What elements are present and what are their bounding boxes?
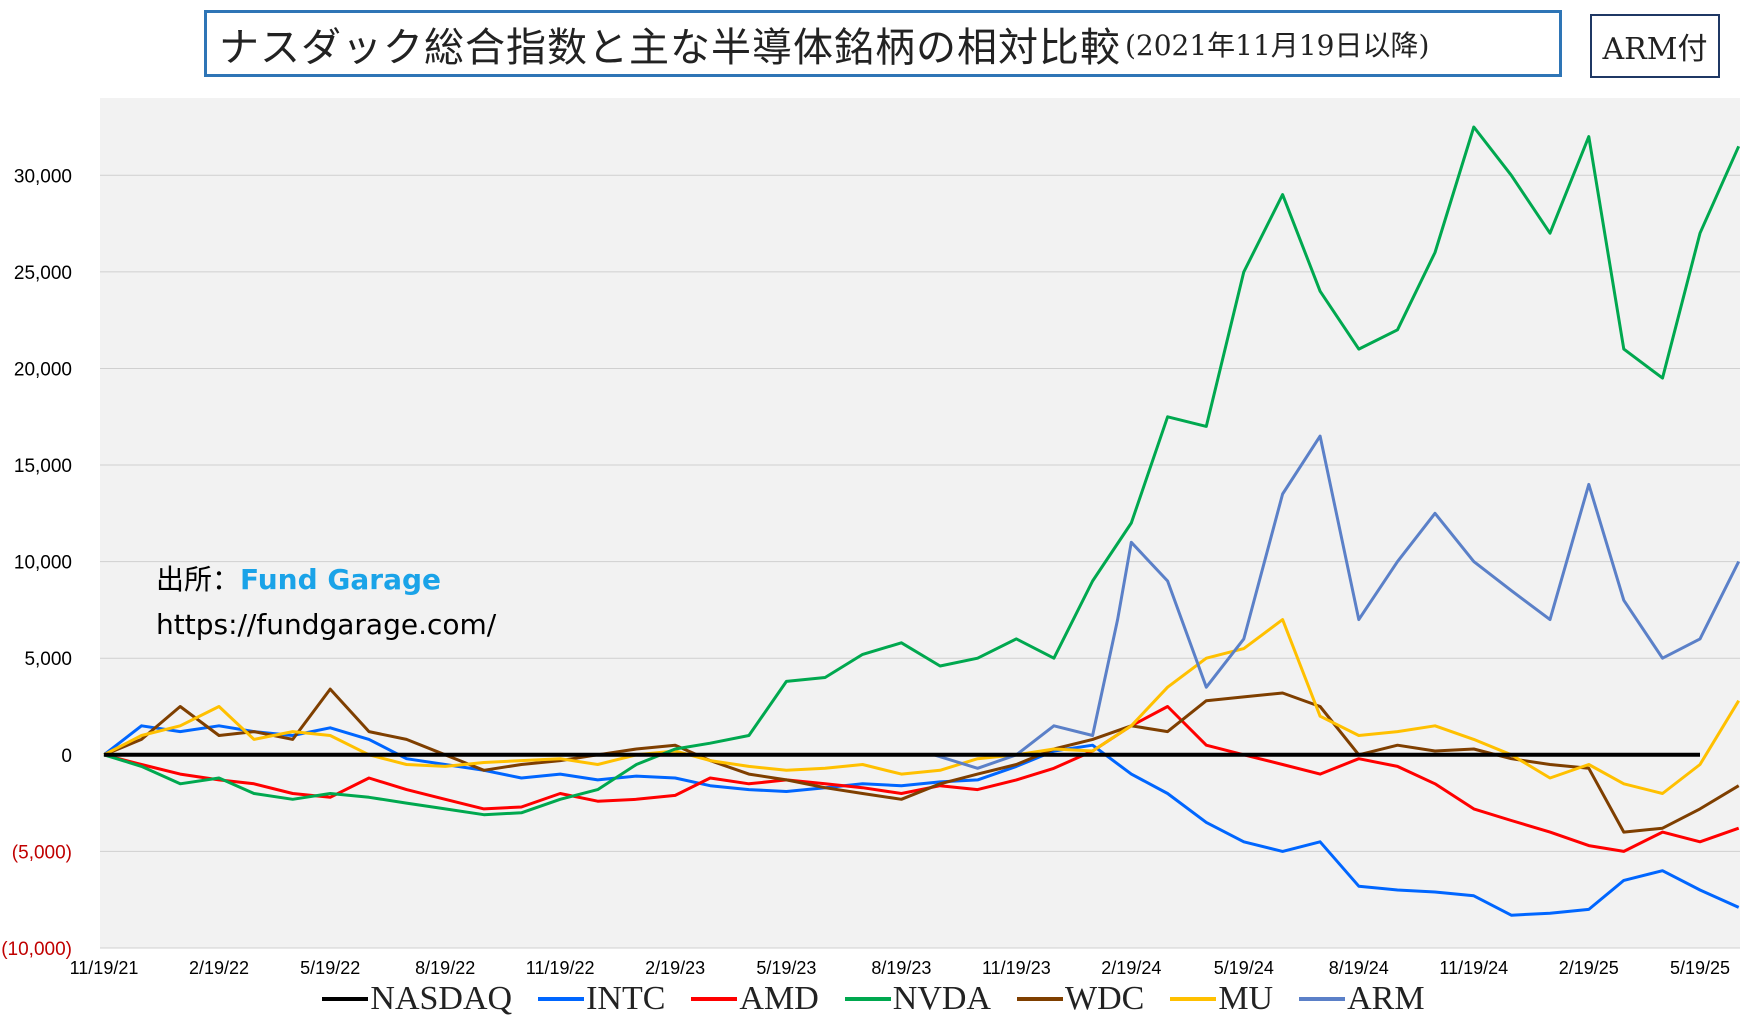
legend-item-amd: AMD xyxy=(691,980,819,1018)
x-tick-label: 2/19/23 xyxy=(645,958,705,978)
y-tick-label: 5,000 xyxy=(24,649,72,670)
legend-label: AMD xyxy=(739,980,819,1017)
legend-swatch xyxy=(1170,997,1217,1001)
x-tick-label: 2/19/24 xyxy=(1101,958,1161,978)
legend-swatch xyxy=(1016,997,1063,1001)
y-tick-label: 20,000 xyxy=(14,359,72,380)
y-tick-label: 25,000 xyxy=(14,263,72,284)
y-tick-label: (5,000) xyxy=(12,842,72,863)
x-tick-label: 2/19/25 xyxy=(1559,958,1619,978)
legend-swatch xyxy=(691,997,738,1001)
x-axis-ticks: 11/19/21 2/19/22 5/19/22 8/19/22 11/19/22 2/1… xyxy=(70,958,1730,978)
chart-title-main: ナスダック総合指数と主な半導体銘柄の相対比較 xyxy=(219,24,1121,71)
series-line-amd xyxy=(103,705,1740,853)
y-tick-label: 15,000 xyxy=(14,456,72,477)
series-line-mu xyxy=(103,618,1740,795)
legend-item-intc: INTC xyxy=(538,980,665,1018)
series-line-nvda xyxy=(103,125,1741,817)
source-credit: 出所：Fund Garage xyxy=(156,558,441,598)
chart-legend: NASDAQ INTC AMD NVDA WDC MU ARM xyxy=(0,980,1747,1018)
x-tick-label: 5/19/23 xyxy=(756,958,816,978)
legend-swatch xyxy=(1299,997,1346,1001)
y-tick-label: 0 xyxy=(61,746,72,767)
x-tick-label: 5/19/25 xyxy=(1670,958,1730,978)
legend-item-nasdaq: NASDAQ xyxy=(322,980,512,1018)
legend-label: INTC xyxy=(586,980,666,1017)
legend-label: MU xyxy=(1218,980,1274,1017)
legend-swatch xyxy=(322,997,369,1001)
chart-title-subtitle: (2021年11月19日以降) xyxy=(1125,28,1430,62)
legend-item-nvda: NVDA xyxy=(844,980,991,1018)
plot-area-background xyxy=(100,98,1740,948)
series-line-arm xyxy=(933,434,1741,770)
x-tick-label: 11/19/21 xyxy=(70,958,139,978)
legend-label: WDC xyxy=(1064,980,1145,1017)
legend-item-mu: MU xyxy=(1170,980,1273,1018)
legend-swatch xyxy=(538,997,585,1001)
legend-label: NASDAQ xyxy=(370,980,513,1017)
series-line-wdc xyxy=(103,687,1740,834)
x-tick-label: 5/19/24 xyxy=(1214,958,1274,978)
y-tick-label: 10,000 xyxy=(14,553,72,574)
y-axis-ticks: 30,000 25,000 20,000 15,000 10,000 5,000 0 (5,0… xyxy=(1,166,72,960)
source-brand: Fund Garage xyxy=(240,563,442,596)
source-url: https://fundgarage.com/ xyxy=(156,608,497,641)
series-line-intc xyxy=(103,724,1740,917)
x-tick-label: 8/19/22 xyxy=(415,958,475,978)
y-tick-label: (10,000) xyxy=(1,939,72,960)
x-tick-label: 11/19/22 xyxy=(526,958,595,978)
legend-swatch xyxy=(844,997,891,1001)
x-tick-label: 11/19/24 xyxy=(1439,958,1508,978)
y-tick-label: 30,000 xyxy=(14,166,72,187)
arm-badge: ARM付 xyxy=(1590,14,1720,78)
source-label: 出所： xyxy=(156,563,241,596)
x-tick-label: 5/19/22 xyxy=(300,958,360,978)
gridlines xyxy=(100,174,1740,949)
x-tick-label: 8/19/23 xyxy=(871,958,931,978)
legend-item-wdc: WDC xyxy=(1016,980,1145,1018)
chart-title: ナスダック総合指数と主な半導体銘柄の相対比較 (2021年11月19日以降) xyxy=(204,10,1562,77)
legend-item-arm: ARM xyxy=(1299,980,1425,1018)
x-tick-label: 8/19/24 xyxy=(1329,958,1389,978)
legend-label: NVDA xyxy=(892,980,991,1017)
series-lines xyxy=(103,125,1741,917)
x-tick-label: 2/19/22 xyxy=(189,958,249,978)
legend-label: ARM xyxy=(1347,980,1425,1017)
x-tick-label: 11/19/23 xyxy=(982,958,1051,978)
